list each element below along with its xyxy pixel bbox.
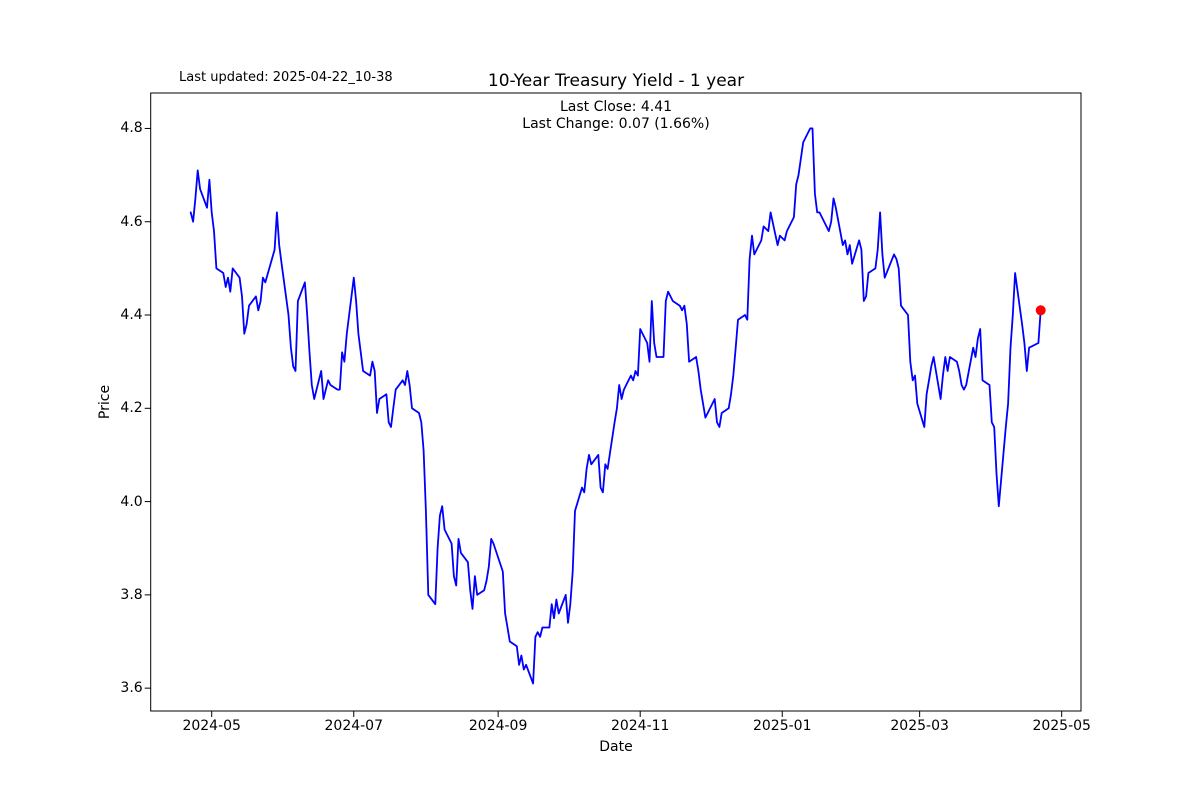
y-tick-label: 4.0 [120, 493, 143, 510]
y-tick-label: 4.4 [120, 307, 143, 323]
last-updated-text: Last updated: 2025-04-22_10-38 [179, 70, 393, 85]
x-tick-label: 2024-11 [610, 718, 670, 734]
x-tick-label: 2025-03 [890, 718, 949, 734]
price-line [189, 127, 1042, 685]
chart-subtitle: Last Close: 4.41 Last Change: 0.07 (1.66… [151, 99, 1081, 132]
x-tick-label: 2024-05 [182, 718, 241, 734]
axis-ticks [144, 127, 1063, 717]
last-close-text: Last Close: 4.41 [559, 99, 673, 115]
y-tick-label: 4.6 [120, 213, 143, 230]
x-tick-label: 2024-07 [324, 718, 384, 734]
y-tick-label: 4.8 [120, 120, 143, 137]
last-point-marker [1035, 305, 1046, 316]
x-tick-label: 2025-05 [1032, 718, 1091, 734]
y-tick-label: 3.6 [120, 680, 143, 697]
x-tick-label: 2024-09 [468, 718, 528, 734]
chart-title: 10-Year Treasury Yield - 1 year [487, 71, 745, 91]
y-tick-label: 3.8 [120, 586, 143, 603]
last-change-text: Last Change: 0.07 (1.66%) [522, 115, 710, 132]
x-tick-label: 2025-01 [752, 718, 812, 734]
y-tick-label: 4.2 [120, 400, 143, 417]
plot-border [150, 92, 1082, 712]
x-axis-label: Date [599, 739, 633, 755]
